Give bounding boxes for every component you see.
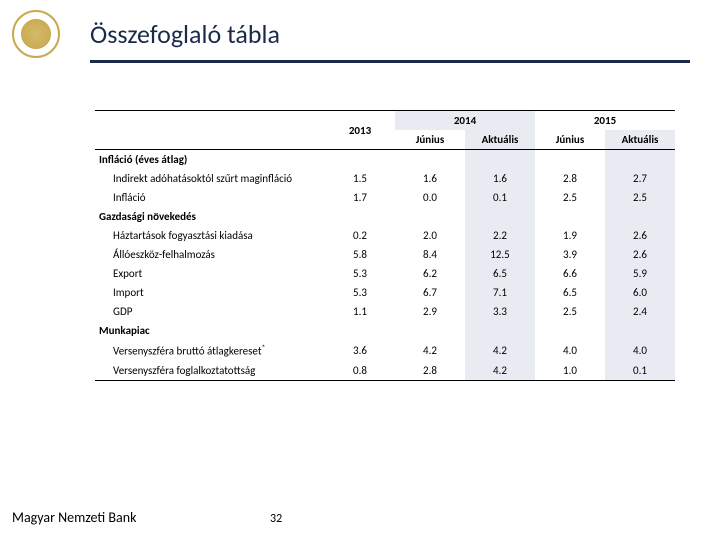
summary-table-wrap: 2013 2014 2015 Június Aktuális Június Ak…: [95, 110, 675, 381]
r6-v1: 6.7: [395, 283, 465, 302]
section-munka-label: Munkapiac: [95, 321, 325, 340]
r5-v3: 6.6: [535, 264, 605, 283]
r5-v0: 5.3: [325, 264, 395, 283]
summary-table: 2013 2014 2015 Június Aktuális Június Ak…: [95, 110, 675, 381]
r8-v4: 4.0: [605, 340, 675, 361]
header-row-1: 2013 2014 2015: [95, 111, 675, 131]
row-r6: Import 5.3 6.7 7.1 6.5 6.0: [95, 283, 675, 302]
r2-v3: 2.5: [535, 188, 605, 207]
section-gazd: Gazdasági növekedés: [95, 207, 675, 226]
r2-v2: 0.1: [465, 188, 535, 207]
r5-v4: 5.9: [605, 264, 675, 283]
r3-v3: 1.9: [535, 226, 605, 245]
r3-v0: 0.2: [325, 226, 395, 245]
row-r7: GDP 1.1 2.9 3.3 2.5 2.4: [95, 302, 675, 321]
hdr-2014: 2014: [395, 111, 535, 131]
hdr-2015-akt: Aktuális: [605, 130, 675, 150]
row-r1: Indirekt adóhatásoktól szűrt maginfláció…: [95, 169, 675, 188]
r8-label-text: Versenyszféra bruttó átlagkereset: [113, 345, 262, 358]
r8-v1: 4.2: [395, 340, 465, 361]
section-gazd-label: Gazdasági növekedés: [95, 207, 325, 226]
hdr-blank: [95, 111, 325, 131]
section-munka: Munkapiac: [95, 321, 675, 340]
r1-v0: 1.5: [325, 169, 395, 188]
row-r5: Export 5.3 6.2 6.5 6.6 5.9: [95, 264, 675, 283]
r3-v4: 2.6: [605, 226, 675, 245]
r6-v2: 7.1: [465, 283, 535, 302]
hdr-2015: 2015: [535, 111, 675, 131]
r9-v0: 0.8: [325, 361, 395, 381]
r5-v1: 6.2: [395, 264, 465, 283]
hdr-2014-jun: Június: [395, 130, 465, 150]
hdr-2015-jun: Június: [535, 130, 605, 150]
r4-v3: 3.9: [535, 245, 605, 264]
r7-v0: 1.1: [325, 302, 395, 321]
page-number: 32: [270, 512, 282, 526]
r6-v3: 6.5: [535, 283, 605, 302]
r7-v4: 2.4: [605, 302, 675, 321]
r8-v3: 4.0: [535, 340, 605, 361]
r1-label: Indirekt adóhatásoktól szűrt maginfláció: [95, 169, 325, 188]
r9-v1: 2.8: [395, 361, 465, 381]
row-r4: Állóeszköz-felhalmozás 5.8 8.4 12.5 3.9 …: [95, 245, 675, 264]
section-inflacio: Infláció (éves átlag): [95, 150, 675, 170]
r2-v0: 1.7: [325, 188, 395, 207]
r8-v0: 3.6: [325, 340, 395, 361]
r1-v4: 2.7: [605, 169, 675, 188]
row-r2: Infláció 1.7 0.0 0.1 2.5 2.5: [95, 188, 675, 207]
r7-v2: 3.3: [465, 302, 535, 321]
logo-seal: [12, 10, 60, 58]
r3-v1: 2.0: [395, 226, 465, 245]
r2-v4: 2.5: [605, 188, 675, 207]
footer-text: Magyar Nemzeti Bank: [12, 509, 136, 526]
page-title: Összefoglaló tábla: [90, 18, 280, 50]
r1-v2: 1.6: [465, 169, 535, 188]
r1-v3: 2.8: [535, 169, 605, 188]
r3-v2: 2.2: [465, 226, 535, 245]
r7-v3: 2.5: [535, 302, 605, 321]
asterisk-icon: *: [262, 343, 266, 353]
r4-label: Állóeszköz-felhalmozás: [95, 245, 325, 264]
section-inflacio-label: Infláció (éves átlag): [95, 150, 325, 170]
r9-v2: 4.2: [465, 361, 535, 381]
hdr-blank2: [95, 130, 325, 150]
r6-label: Import: [95, 283, 325, 302]
r5-v2: 6.5: [465, 264, 535, 283]
r7-label: GDP: [95, 302, 325, 321]
r8-v2: 4.2: [465, 340, 535, 361]
r4-v1: 8.4: [395, 245, 465, 264]
hdr-2013: 2013: [325, 111, 395, 150]
r4-v2: 12.5: [465, 245, 535, 264]
r4-v0: 5.8: [325, 245, 395, 264]
row-r9: Versenyszféra foglalkoztatottság 0.8 2.8…: [95, 361, 675, 381]
r9-v3: 1.0: [535, 361, 605, 381]
r6-v4: 6.0: [605, 283, 675, 302]
row-r3: Háztartások fogyasztási kiadása 0.2 2.0 …: [95, 226, 675, 245]
r9-label: Versenyszféra foglalkoztatottság: [95, 361, 325, 381]
r6-v0: 5.3: [325, 283, 395, 302]
r4-v4: 2.6: [605, 245, 675, 264]
r2-v1: 0.0: [395, 188, 465, 207]
r3-label: Háztartások fogyasztási kiadása: [95, 226, 325, 245]
r2-label: Infláció: [95, 188, 325, 207]
logo-inner: [21, 19, 51, 49]
row-r8: Versenyszféra bruttó átlagkereset* 3.6 4…: [95, 340, 675, 361]
title-rule: [90, 60, 690, 63]
r7-v1: 2.9: [395, 302, 465, 321]
r9-v4: 0.1: [605, 361, 675, 381]
r5-label: Export: [95, 264, 325, 283]
r8-label: Versenyszféra bruttó átlagkereset*: [95, 340, 325, 361]
hdr-2014-akt: Aktuális: [465, 130, 535, 150]
r1-v1: 1.6: [395, 169, 465, 188]
